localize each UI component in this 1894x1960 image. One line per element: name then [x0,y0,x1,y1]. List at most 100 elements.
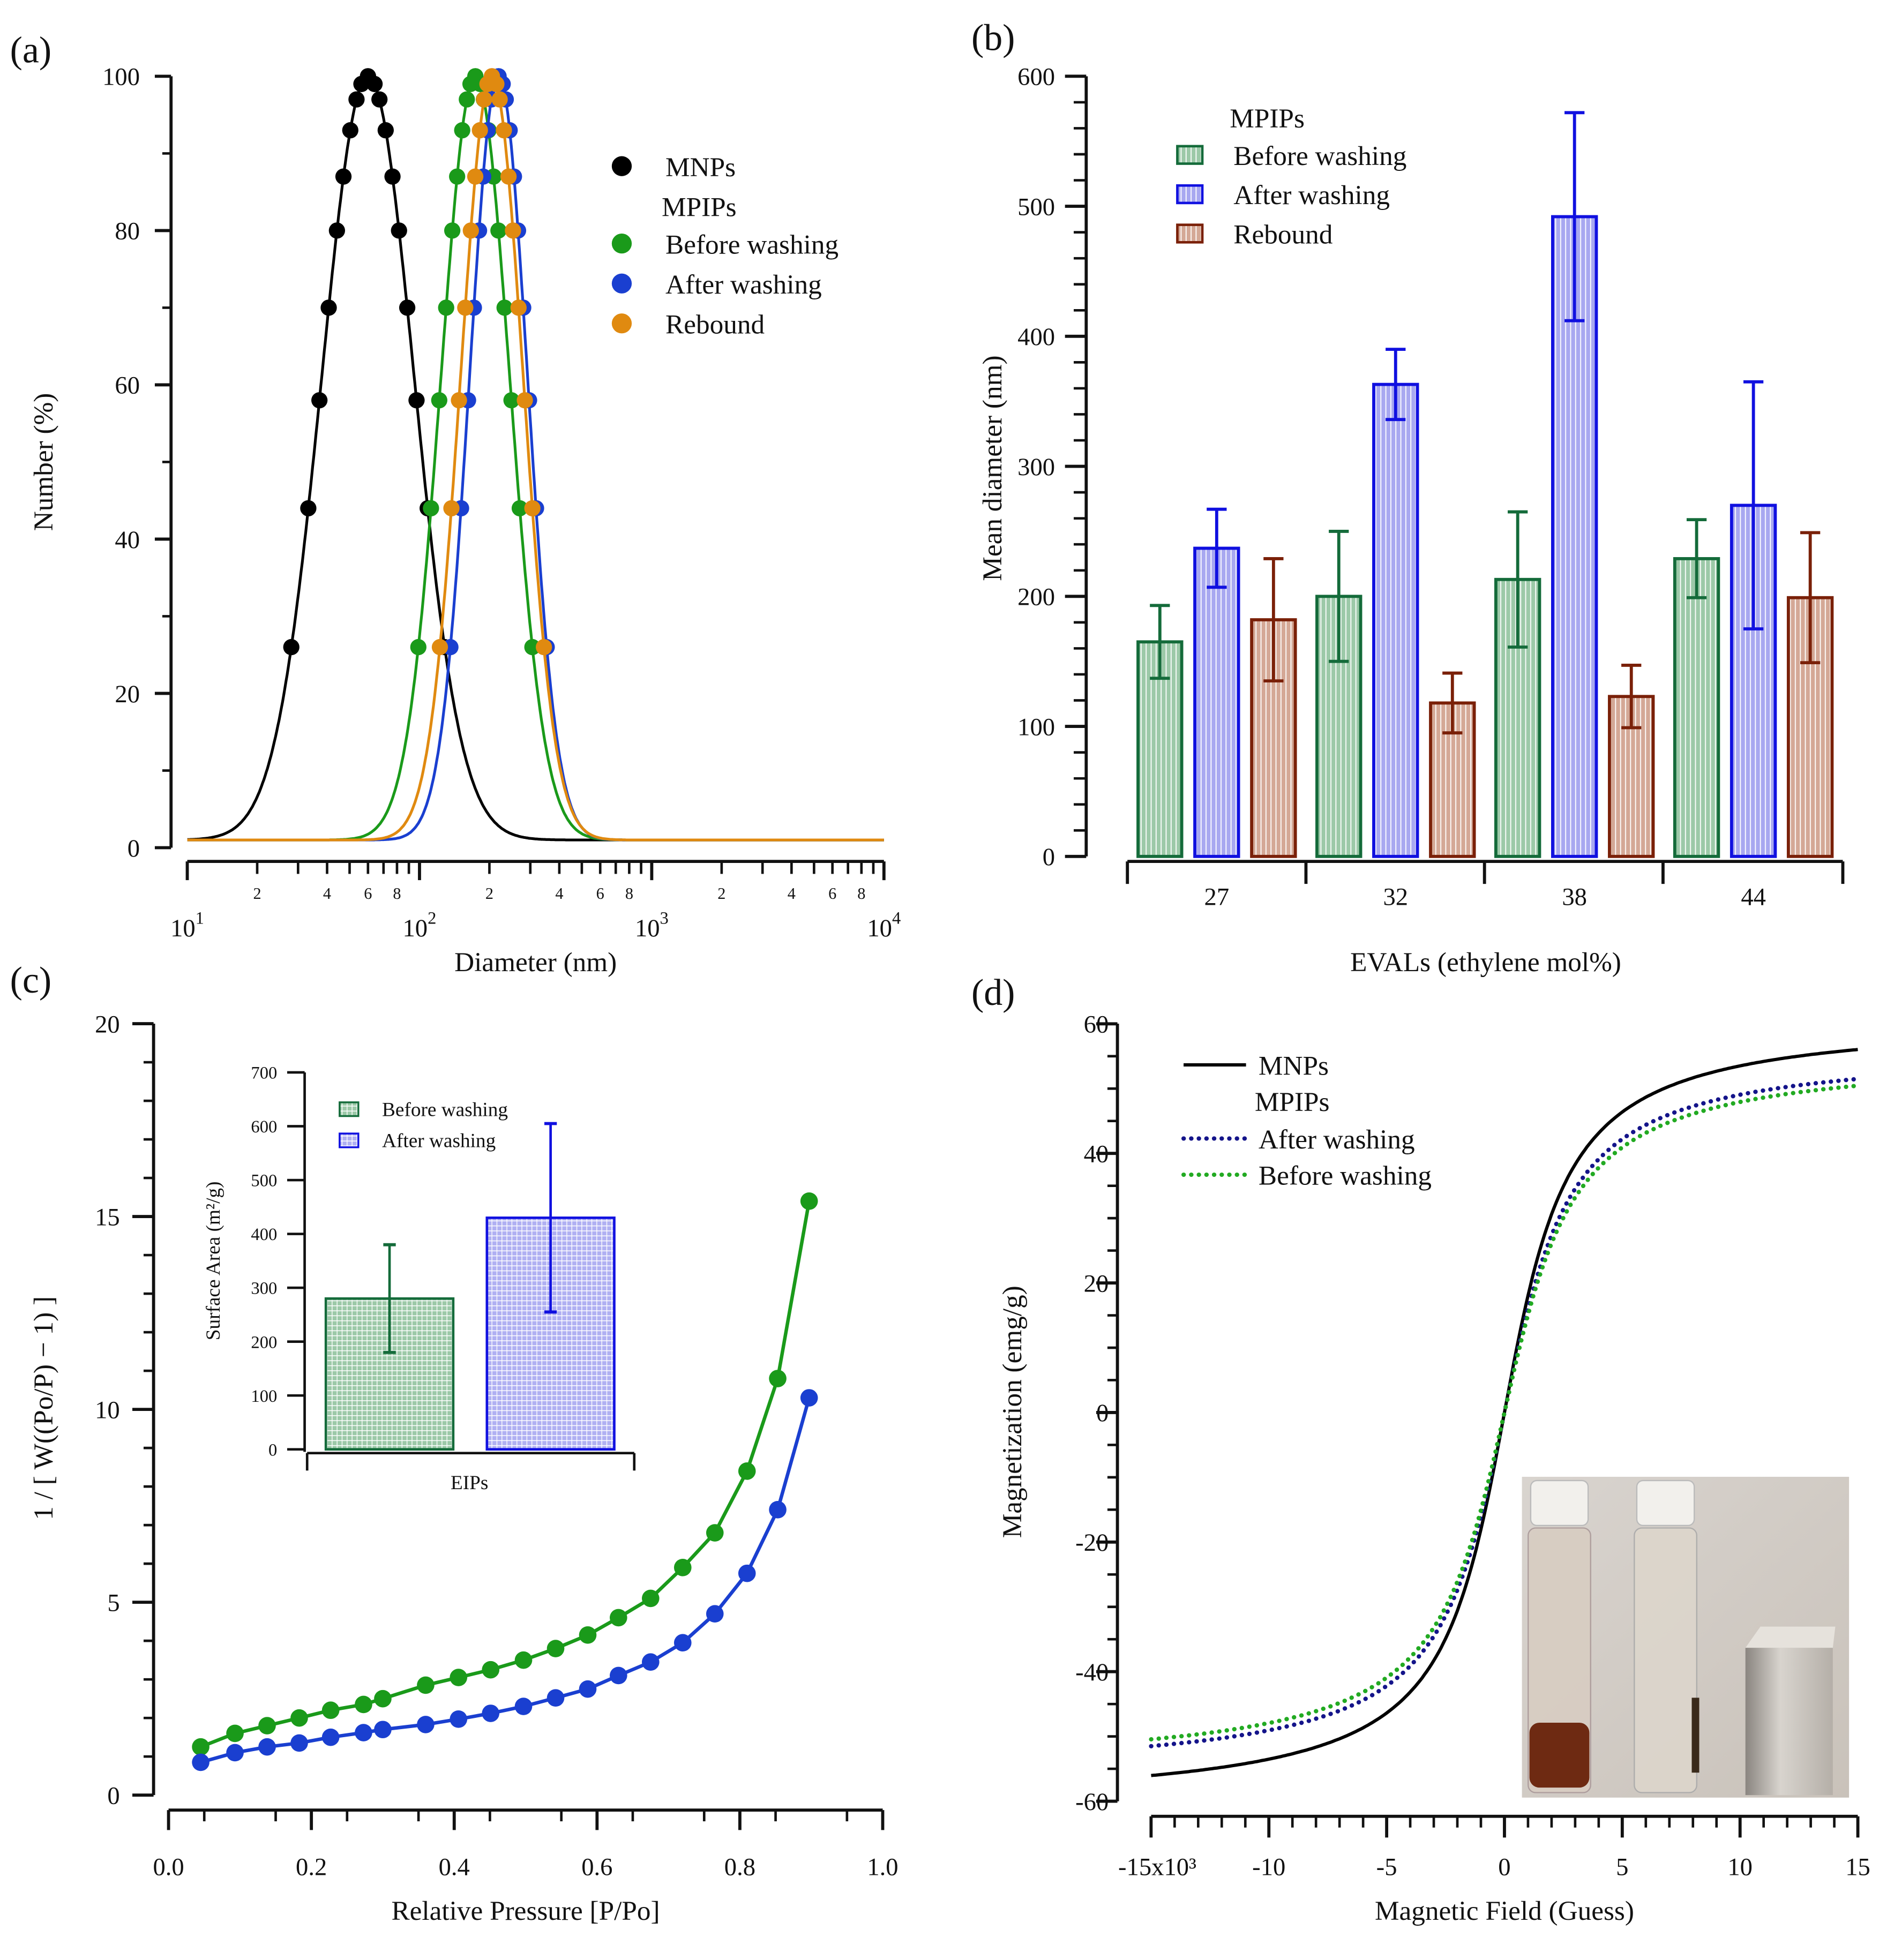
x-minor-label: 2 [717,884,725,903]
data-point [516,392,533,409]
x-minor-label: 8 [393,884,401,903]
x-major-label-base: 10 [867,914,892,942]
y-tick-label: 600 [1017,63,1055,91]
x-major-label-exp: 2 [428,909,436,928]
data-point [328,222,346,239]
y-tick-label: 300 [1017,453,1055,481]
data-point [800,1389,818,1407]
data-point [471,122,488,139]
data-point [355,1724,372,1741]
data-point [536,639,552,656]
panel-label-d: (d) [971,972,1015,1013]
x-category-label: 27 [1204,883,1230,911]
data-point [511,500,528,516]
x-minor-label: 2 [253,884,261,903]
data-point [384,168,401,185]
data-point [374,1689,392,1708]
y-tick-label: 20 [115,680,140,708]
panel-a-xlabel: Diameter (nm) [454,947,617,978]
data-point [610,1609,627,1627]
inset-y-tick-label: 600 [251,1117,277,1137]
bar [1673,557,1720,858]
data-point [459,91,475,108]
x-tick-label: 0.4 [439,1853,470,1881]
legend-label: After washing [665,269,822,300]
data-point [342,122,358,139]
inset-legend-label: Before washing [382,1099,508,1121]
data-point [431,392,447,409]
data-point [769,1370,787,1387]
x-tick-label: 15 [1845,1853,1870,1881]
data-point [311,392,328,409]
inset-legend-label: After washing [382,1130,496,1152]
data-point [355,1695,372,1714]
panel-c-xlabel: Relative Pressure [P/Po] [392,1896,660,1926]
bar [1372,382,1419,858]
legend-label: MNPs [1259,1051,1329,1082]
series-line-before-washing [1149,1083,1860,1742]
legend-swatch [1176,184,1204,205]
data-point [800,1192,818,1210]
data-point [510,299,527,316]
data-point [374,1721,392,1739]
x-category-label: 38 [1562,883,1587,911]
x-minor-label: 8 [857,884,865,903]
series-line-mnps [187,74,884,842]
x-major-label: 104 [867,909,901,942]
y-tick-label: 100 [102,63,140,91]
y-tick-label: 80 [115,217,140,245]
x-tick-label: 0.6 [581,1853,612,1881]
x-minor-label: 4 [555,884,563,903]
vials-photo [1522,1476,1850,1798]
y-tick-label: 20 [1084,1270,1109,1297]
legend-label: Rebound [665,309,765,340]
y-tick-label: 60 [115,372,140,400]
data-point [641,1589,660,1608]
data-point [450,1669,468,1686]
x-tick-label: 0.2 [296,1853,327,1881]
legend-label: Before washing [1233,141,1406,171]
data-point [377,122,394,139]
data-point [417,1676,435,1694]
data-point [444,222,461,239]
y-tick-label: 40 [115,526,140,554]
x-tick-label: 5 [1616,1853,1628,1881]
data-point [610,1666,627,1685]
x-tick-label: 0.0 [153,1853,184,1881]
y-tick-label: -60 [1075,1788,1109,1816]
panel-label-c: (c) [10,960,52,1001]
data-point [399,299,416,316]
data-point [449,168,466,185]
x-major-label: 101 [170,909,204,942]
legend-label: After washing [1259,1124,1415,1155]
data-point [348,91,365,108]
data-point [454,122,470,139]
y-tick-label: 15 [95,1203,120,1231]
y-tick-label: -20 [1075,1529,1109,1557]
panel-b-legend-group-title: MPIPs [1230,103,1305,134]
data-point [226,1724,244,1743]
y-tick-label: 20 [95,1010,120,1038]
x-major-label-exp: 3 [660,909,669,928]
legend-swatch [1176,145,1204,165]
panel-a-legend-group-title: MPIPs [662,192,737,222]
data-point [431,639,448,656]
legend-label: MNPs [665,152,736,183]
series-line-after-washing [187,74,884,842]
legend-marker [611,273,632,294]
data-point [706,1524,724,1542]
x-major-label: 103 [635,909,669,942]
data-point [579,1680,597,1698]
panel-c-bet-plot: Relative Pressure [P/Po] 1 / [ W((Po/P) … [28,1010,899,1926]
y-tick-label: 0 [1043,843,1055,871]
data-point [514,1698,533,1715]
legend-label: Before washing [665,229,839,260]
y-tick-label: 5 [107,1589,119,1617]
data-point [496,299,513,316]
data-point [258,1738,276,1756]
bar [1193,546,1240,858]
data-point [482,1704,500,1722]
data-point [738,1462,756,1480]
data-point [547,1689,565,1707]
data-point [673,1634,692,1652]
